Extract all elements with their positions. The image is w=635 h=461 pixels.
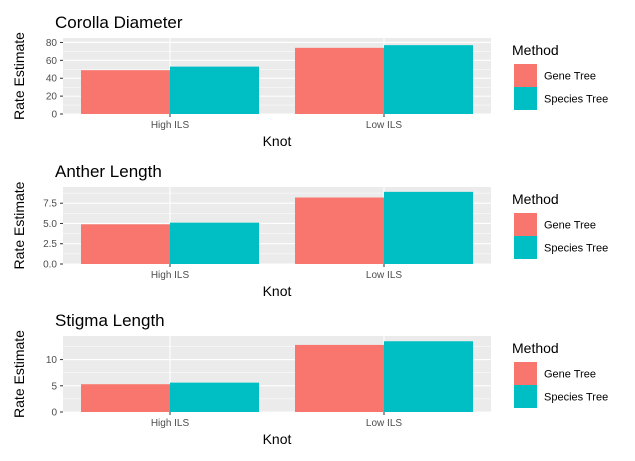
- y-tick-label: 20: [46, 92, 58, 103]
- legend-label: Gene Tree: [544, 369, 596, 381]
- y-tick-label: 80: [46, 38, 58, 49]
- bar-gene-tree: [295, 47, 384, 114]
- legend-label: Species Tree: [544, 243, 608, 255]
- legend-swatch-species-tree: [514, 385, 537, 408]
- y-tick-label: 5: [51, 381, 57, 392]
- x-tick-label: Low ILS: [366, 418, 402, 429]
- legend-swatch-gene-tree: [514, 362, 537, 385]
- legend-label: Gene Tree: [544, 220, 596, 232]
- legend-swatch-gene-tree: [514, 64, 537, 87]
- chart-panel-2: 0.0 2.5 5.0 7.5 High ILS Low ILS Anther Length…: [11, 162, 608, 299]
- legend-label: Species Tree: [544, 94, 608, 106]
- y-axis-title: Rate Estimate: [11, 181, 27, 269]
- x-axis-title: Knot: [263, 431, 292, 447]
- chart-title: Anther Length: [55, 162, 162, 181]
- bar-species-tree: [384, 341, 473, 412]
- legend: Method Gene Tree Species Tree: [512, 42, 608, 110]
- bar-species-tree: [170, 222, 259, 264]
- y-tick-label: 5.0: [43, 219, 57, 230]
- bar-gene-tree: [295, 344, 384, 412]
- legend-label: Species Tree: [544, 392, 608, 404]
- y-tick-label: 60: [46, 56, 58, 67]
- chart-title: Stigma Length: [55, 311, 165, 330]
- bar-gene-tree: [81, 70, 170, 114]
- x-tick-label: Low ILS: [366, 270, 402, 281]
- chart-panel-1: 0 20 40 60 80 High ILS Low ILS Corolla Diameter…: [11, 13, 608, 149]
- x-tick-label: High ILS: [151, 418, 190, 429]
- bar-gene-tree: [295, 197, 384, 264]
- y-axis-title: Rate Estimate: [11, 330, 27, 418]
- x-axis-title: Knot: [263, 283, 292, 299]
- legend: Method Gene Tree Species Tree: [512, 340, 608, 408]
- y-tick-label: 7.5: [43, 199, 57, 210]
- chart-title: Corolla Diameter: [55, 13, 183, 32]
- y-tick-label: 0.0: [43, 260, 57, 271]
- x-tick-label: Low ILS: [366, 120, 402, 131]
- chart-panel-3: 0 5 10 High ILS Low ILS Stigma Length Knot Rate…: [11, 311, 608, 447]
- legend: Method Gene Tree Species Tree: [512, 191, 608, 259]
- legend-title: Method: [512, 191, 559, 207]
- bar-species-tree: [384, 191, 473, 264]
- legend-title: Method: [512, 340, 559, 356]
- bar-species-tree: [170, 382, 259, 412]
- bar-gene-tree: [81, 384, 170, 412]
- legend-swatch-gene-tree: [514, 213, 537, 236]
- legend-swatch-species-tree: [514, 236, 537, 259]
- y-tick-label: 0: [51, 408, 57, 419]
- y-tick-label: 2.5: [43, 239, 57, 250]
- y-tick-label: 0: [51, 110, 57, 121]
- x-axis-title: Knot: [263, 133, 292, 149]
- y-axis-title: Rate Estimate: [11, 32, 27, 120]
- y-tick-label: 10: [46, 355, 58, 366]
- legend-title: Method: [512, 42, 559, 58]
- x-tick-label: High ILS: [151, 270, 190, 281]
- legend-swatch-species-tree: [514, 87, 537, 110]
- bar-gene-tree: [81, 224, 170, 264]
- bar-species-tree: [384, 45, 473, 115]
- y-tick-label: 40: [46, 74, 58, 85]
- legend-label: Gene Tree: [544, 71, 596, 83]
- x-tick-label: High ILS: [151, 120, 190, 131]
- bar-species-tree: [170, 66, 259, 114]
